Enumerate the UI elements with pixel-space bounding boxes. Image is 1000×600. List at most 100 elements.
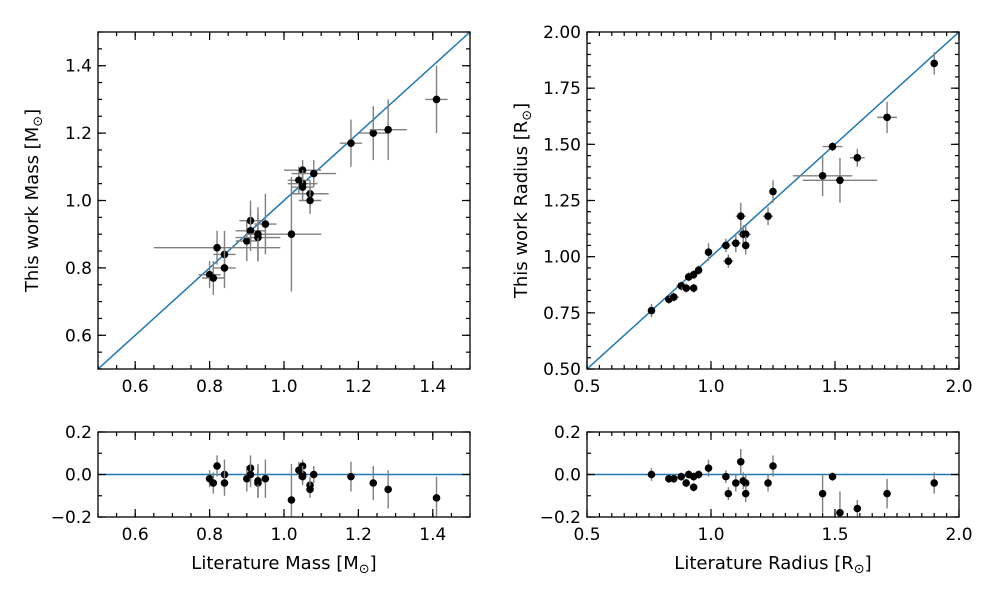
- x-tick-label: 1.4: [419, 377, 446, 397]
- point-marker: [836, 176, 844, 185]
- point-marker: [243, 237, 251, 245]
- x-tick-label: 1.4: [419, 525, 446, 545]
- x-tick-label: 2.0: [945, 377, 972, 397]
- solar-symbol: ⊙: [31, 116, 46, 127]
- point-marker: [694, 266, 703, 274]
- data-point: [220, 470, 229, 496]
- x-tick-label: 1.0: [270, 377, 297, 397]
- data-point: [213, 455, 221, 477]
- axis-ticks: [586, 31, 960, 370]
- data-point: [764, 474, 772, 492]
- y-tick-label: 0.75: [543, 304, 581, 324]
- point-marker: [647, 306, 656, 315]
- point-marker: [741, 479, 750, 487]
- point-marker: [246, 470, 255, 479]
- point-marker: [722, 241, 730, 250]
- point-marker: [736, 212, 745, 221]
- point-marker: [732, 479, 740, 487]
- point-marker: [724, 489, 733, 498]
- data-point: [235, 210, 266, 252]
- x-tick-label: 1.5: [821, 377, 848, 397]
- axis-label-close: ]: [511, 103, 532, 110]
- point-marker: [647, 470, 656, 479]
- point-marker: [309, 470, 318, 479]
- x-tick-label: 0.6: [122, 377, 149, 397]
- point-marker: [347, 139, 355, 148]
- data-point: [384, 470, 392, 509]
- y-tick-label: 0.8: [65, 259, 92, 279]
- point-marker: [298, 183, 307, 191]
- point-marker: [764, 479, 772, 487]
- data-point: [209, 472, 218, 494]
- point-marker: [306, 196, 314, 205]
- point-marker: [306, 485, 314, 494]
- x-tick-label: 0.5: [573, 377, 600, 397]
- point-marker: [722, 472, 730, 481]
- x-axis-label: Literature Radius [R⊙]: [674, 553, 871, 577]
- y-axis-label: This work Radius [R⊙]: [511, 103, 535, 299]
- point-marker: [213, 462, 221, 470]
- point-marker: [246, 227, 255, 235]
- plot-area: [98, 455, 470, 517]
- point-marker: [677, 472, 686, 481]
- point-marker: [741, 489, 750, 498]
- data-point: [287, 463, 296, 517]
- radius-residual-panel: 0.5 1.0 1.5 2.0 −0.2 0.0 0.2 Literature Radius …: [540, 423, 973, 577]
- data-point: [720, 238, 731, 253]
- point-marker: [213, 243, 221, 252]
- y-tick-label: 0.50: [543, 360, 581, 380]
- identity-line: [98, 32, 470, 369]
- x-tick-label: 1.2: [345, 525, 372, 545]
- data-point: [246, 461, 255, 488]
- point-marker: [682, 479, 690, 487]
- axis-label-text: Literature Radius [R: [674, 553, 853, 574]
- point-marker: [209, 479, 218, 487]
- data-point: [802, 157, 878, 203]
- data-point: [730, 234, 741, 253]
- data-point: [254, 463, 262, 498]
- point-marker: [883, 113, 891, 122]
- data-point: [306, 480, 314, 498]
- data-point: [763, 207, 773, 226]
- point-marker: [689, 284, 698, 292]
- data-point: [291, 160, 337, 188]
- point-marker: [347, 472, 355, 481]
- y-tick-label: 1.50: [543, 135, 581, 155]
- data-point: [261, 459, 270, 498]
- point-marker: [209, 274, 218, 282]
- data-point: [298, 187, 322, 214]
- data-point: [704, 243, 713, 262]
- data-point: [694, 265, 703, 275]
- x-tick-label: 0.5: [573, 525, 600, 545]
- data-point: [723, 254, 734, 268]
- point-marker: [670, 293, 678, 301]
- data-point: [849, 148, 865, 167]
- point-marker: [309, 169, 318, 178]
- data-point: [261, 176, 322, 292]
- data-point: [769, 180, 777, 203]
- axis-label-text: This work Radius [R: [511, 121, 532, 299]
- point-marker: [930, 59, 938, 68]
- data-point: [358, 106, 389, 161]
- data-point: [736, 449, 745, 475]
- point-marker: [254, 230, 262, 238]
- data-point: [704, 459, 713, 477]
- plot-area: [98, 32, 470, 369]
- point-marker: [853, 504, 862, 513]
- radius-comparison-panel: 0.5 1.0 1.5 2.0 0.50 0.75 1.00 1.25 1.50 1.75 2.00…: [511, 23, 973, 397]
- data-point: [822, 142, 843, 152]
- solar-symbol: ⊙: [359, 562, 370, 577]
- point-marker: [384, 485, 392, 494]
- data-point: [682, 478, 690, 488]
- data-point: [828, 472, 837, 481]
- axis-label-close: ]: [865, 553, 872, 574]
- data-point: [432, 476, 441, 517]
- y-tick-label: 1.4: [65, 57, 92, 77]
- mass-residual-panel: 0.6 0.8 1.0 1.2 1.4 −0.2 0.0 0.2 Literature Mass…: [51, 423, 471, 577]
- y-tick-label: 1.25: [543, 192, 581, 212]
- x-tick-label: 1.0: [270, 525, 297, 545]
- x-tick-label: 0.8: [196, 525, 223, 545]
- data-point: [769, 455, 777, 477]
- data-point: [153, 230, 281, 265]
